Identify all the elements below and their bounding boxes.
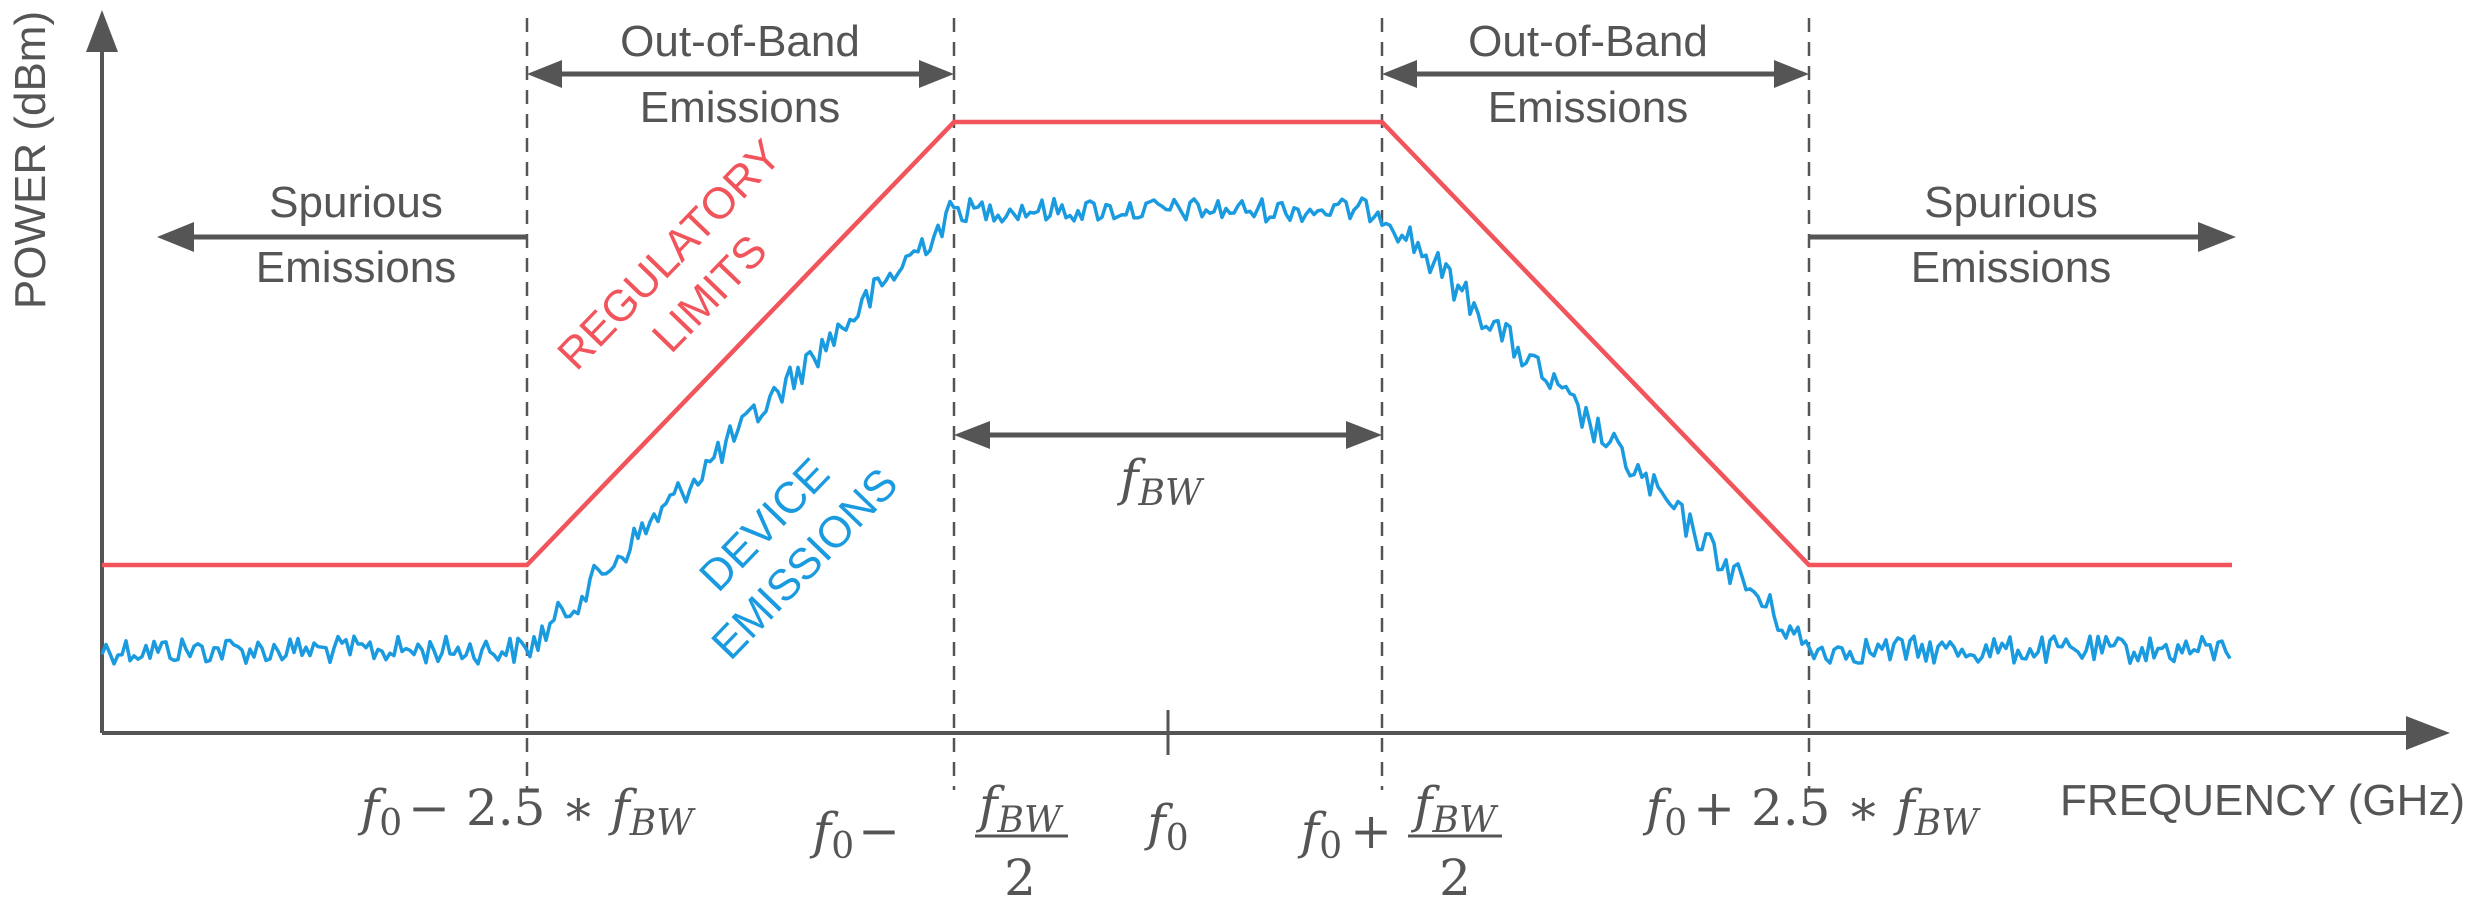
left-spurious-label-line1: Spurious [269,178,443,227]
bandwidth-label: fBW [1116,449,1205,514]
svg-text:2: 2 [1004,849,1036,907]
y-axis-label: POWER (dBm) [6,11,55,309]
svg-text:f0−: f0− [809,802,900,867]
right-spurious-label-line1: Spurious [1924,178,2098,227]
left-spurious-arrow [157,222,527,252]
svg-text:2: 2 [1439,849,1471,907]
left-spurious-label-line2: Emissions [256,243,457,292]
x-axis-label: FREQUENCY (GHz) [2060,776,2465,825]
tick-label-f0-plus-2-5: f0 + 2.5 ∗ fBW [1642,779,1981,844]
device-emissions-curve [100,196,2232,666]
right-oob-label-line2: Emissions [1488,83,1689,132]
tick-label-f0-minus-half: f0− fBW 2 [809,776,1068,907]
bandwidth-arrow [954,421,1382,449]
tick-label-f0: f0 [1143,794,1188,859]
left-out-of-band-arrow [527,60,954,88]
right-oob-label-line1: Out-of-Band [1468,17,1708,66]
right-spurious-label-line2: Emissions [1911,243,2112,292]
tick-label-f0-minus-2-5: f0− 2.5 ∗ fBW [357,779,696,844]
svg-text:fBW: fBW [1410,776,1499,841]
svg-text:f0+: f0 + [1297,802,1392,867]
tick-label-f0-plus-half: f0 + fBW 2 [1297,776,1502,907]
y-axis-arrowhead [86,10,118,52]
left-oob-label-line1: Out-of-Band [620,17,860,66]
svg-text:fBW: fBW [975,776,1064,841]
right-spurious-arrow [1809,222,2236,252]
left-oob-label-line2: Emissions [640,83,841,132]
right-out-of-band-arrow [1382,60,1809,88]
x-axis-arrowhead [2406,716,2450,750]
regulatory-limit-line [102,119,2232,568]
